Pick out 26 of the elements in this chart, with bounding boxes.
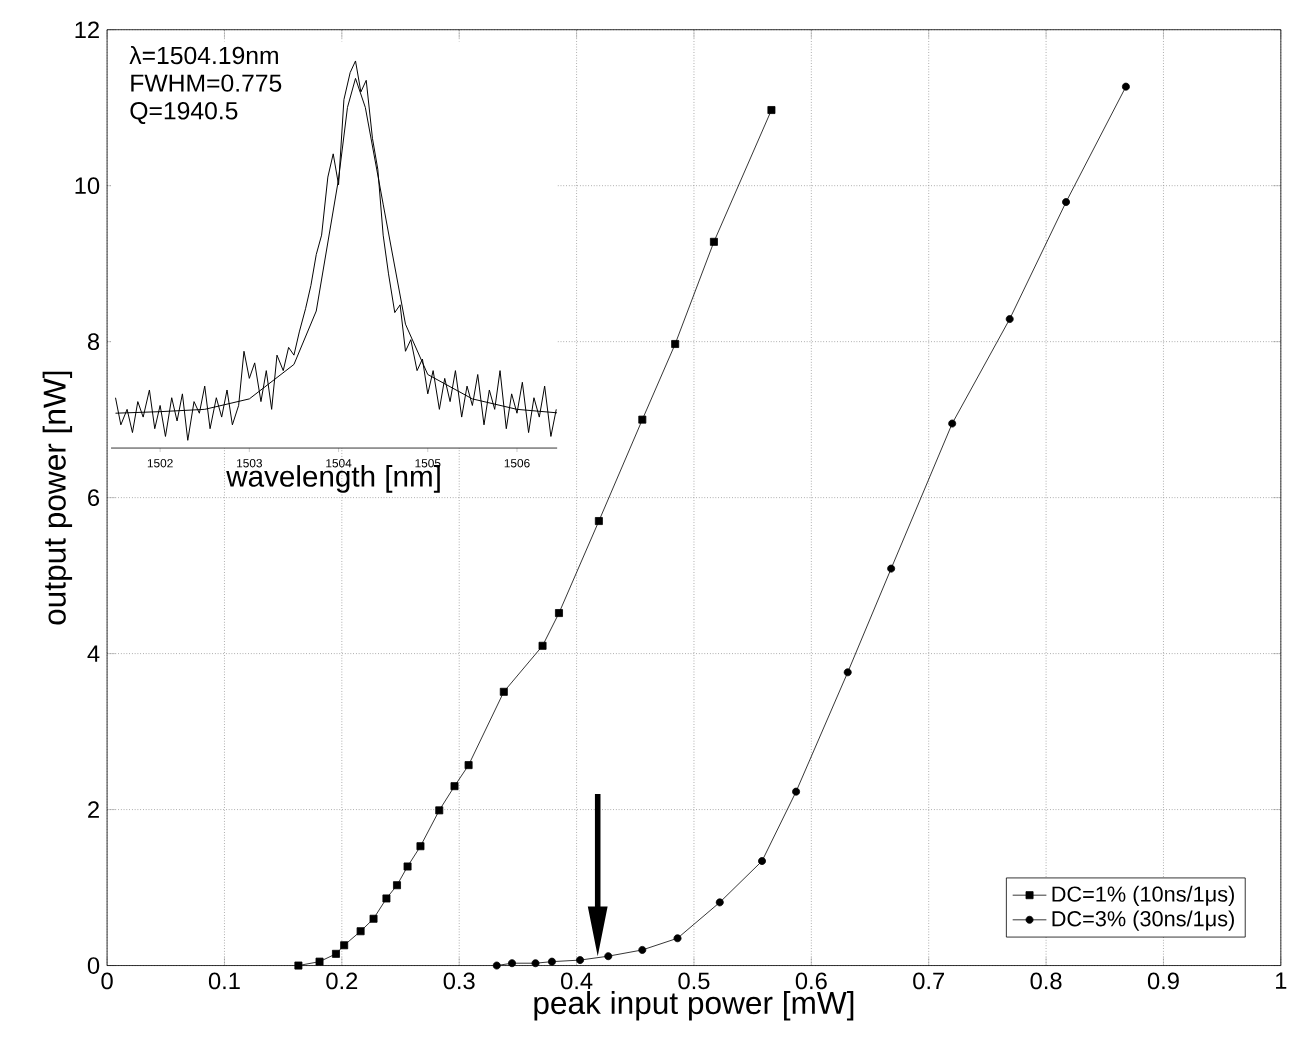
x-tick-label: 0.2 bbox=[326, 972, 358, 989]
x-tick-label: 0.8 bbox=[1030, 972, 1062, 989]
y-tick-label: 2 bbox=[88, 800, 99, 818]
legend-label: DC=3% (30ns/1μs) bbox=[1052, 910, 1234, 931]
x-tick-label: 0.3 bbox=[443, 972, 475, 989]
x-axis-title: peak input power [mW] bbox=[534, 990, 854, 1021]
y-tick-label: 8 bbox=[87, 332, 100, 350]
y-tick-label: 4 bbox=[87, 645, 100, 662]
x-tick-label: 0 bbox=[101, 972, 113, 989]
x-tick-label: 0.5 bbox=[678, 972, 710, 989]
x-axis-title: wavelength [nm] bbox=[226, 464, 440, 493]
x-tick-label: 1 bbox=[1276, 972, 1287, 989]
x-tick-label: 0.4 bbox=[561, 972, 593, 989]
annotation: Q=1940.5 bbox=[130, 101, 238, 124]
annotation: FWHM=0.775 bbox=[131, 73, 282, 92]
x-tick-label: 0.1 bbox=[208, 972, 240, 989]
x-tick-label: 0.7 bbox=[913, 972, 944, 989]
y-tick-label: 6 bbox=[88, 488, 100, 506]
legend-label: DC=1% (10ns/1μs) bbox=[1052, 885, 1234, 906]
y-axis-title: output power [nW] bbox=[42, 371, 73, 625]
y-tick-label: 12 bbox=[75, 21, 99, 38]
x-tick-label: 0.6 bbox=[795, 972, 827, 989]
annotation: λ=1504.19nm bbox=[129, 45, 278, 64]
x-tick-label: 0.9 bbox=[1147, 972, 1179, 989]
y-tick-label: 0 bbox=[87, 956, 100, 974]
y-tick-label: 10 bbox=[75, 176, 100, 194]
